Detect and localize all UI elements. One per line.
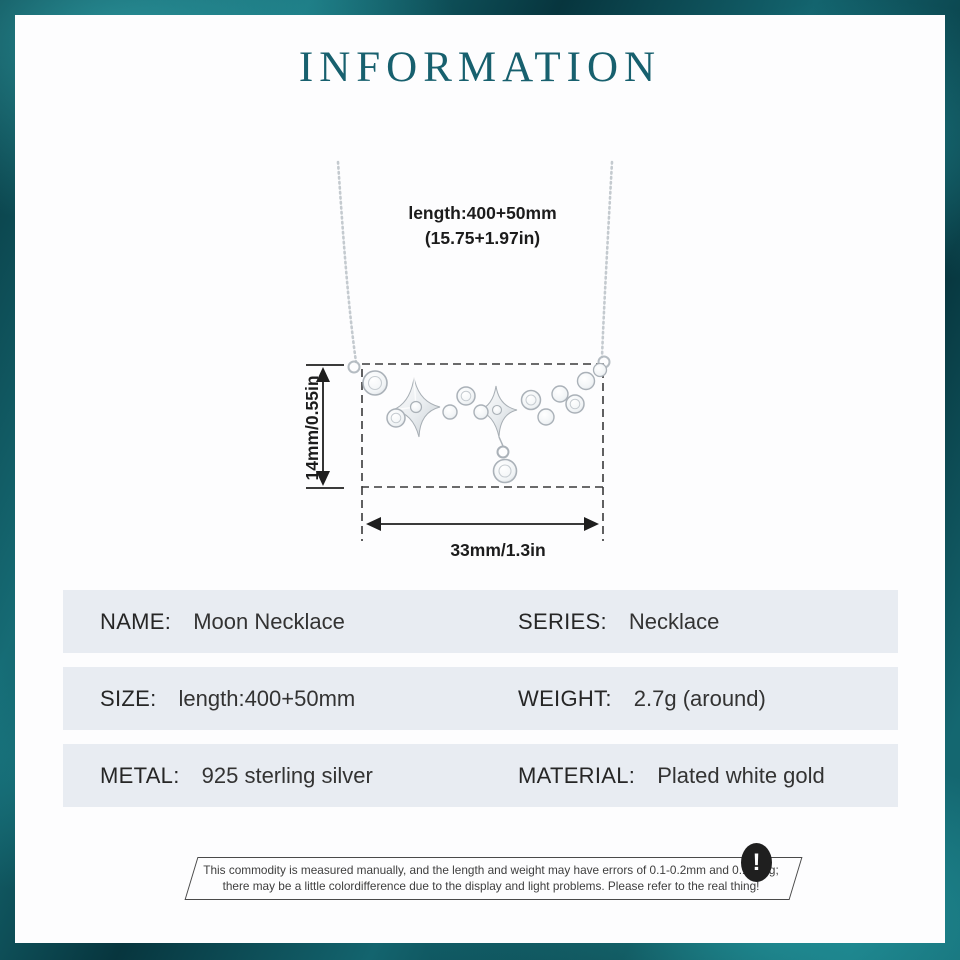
spec-row-size-weight: SIZE: length:400+50mm WEIGHT: 2.7g (arou…	[63, 667, 898, 730]
spec-cell-metal: METAL: 925 sterling silver	[63, 763, 518, 789]
spec-table: NAME: Moon Necklace SERIES: Necklace SIZ…	[63, 590, 898, 821]
weight-label: WEIGHT:	[518, 685, 612, 711]
chain-length-mm: length:400+50mm	[408, 203, 557, 223]
spec-row-metal-material: METAL: 925 sterling silver MATERIAL: Pla…	[63, 744, 898, 807]
metal-value: 925 sterling silver	[201, 762, 373, 788]
disclaimer-line1: This commodity is measured manually, and…	[203, 863, 779, 877]
dimension-box	[361, 363, 604, 541]
series-value: Necklace	[628, 608, 720, 634]
chain-length-in: (15.75+1.97in)	[424, 228, 541, 249]
page-title: INFORMATION	[298, 44, 662, 91]
size-label: SIZE:	[100, 685, 157, 711]
material-value: Plated white gold	[657, 762, 825, 788]
width-dimension-arrow	[366, 517, 599, 531]
content-panel: INFORMATION	[15, 15, 945, 943]
spec-cell-name: NAME: Moon Necklace	[63, 609, 518, 635]
pendant-width-label: 33mm/1.3in	[450, 540, 546, 560]
size-value: length:400+50mm	[178, 685, 356, 711]
necklace-diagram	[306, 160, 614, 541]
metal-label: METAL:	[100, 762, 180, 788]
series-label: SERIES:	[518, 608, 607, 634]
name-label: NAME:	[100, 608, 172, 634]
name-value: Moon Necklace	[193, 608, 345, 634]
height-dimension-arrow	[306, 364, 344, 489]
disclaimer-text: This commodity is measured manually, and…	[186, 862, 796, 894]
weight-value: 2.7g (around)	[633, 685, 766, 711]
chain	[336, 160, 614, 364]
spec-cell-size: SIZE: length:400+50mm	[63, 686, 518, 712]
gem-cluster	[362, 362, 608, 428]
chain-length-label: length:400+50mm (15.75+1.97in)	[330, 201, 635, 252]
exclamation-icon	[741, 843, 772, 882]
spec-cell-weight: WEIGHT: 2.7g (around)	[518, 686, 898, 712]
material-label: MATERIAL:	[518, 762, 636, 788]
spec-row-name-series: NAME: Moon Necklace SERIES: Necklace	[63, 590, 898, 653]
disclaimer-line2: there may be a little colordifference du…	[222, 879, 760, 893]
spec-cell-material: MATERIAL: Plated white gold	[518, 763, 898, 789]
star-ornament-large	[391, 377, 441, 438]
pendant-height-label: 14mm/0.55in	[302, 375, 322, 481]
spec-cell-series: SERIES: Necklace	[518, 609, 898, 635]
clasp-ring-left	[347, 360, 361, 374]
dangle-gem	[492, 436, 518, 484]
